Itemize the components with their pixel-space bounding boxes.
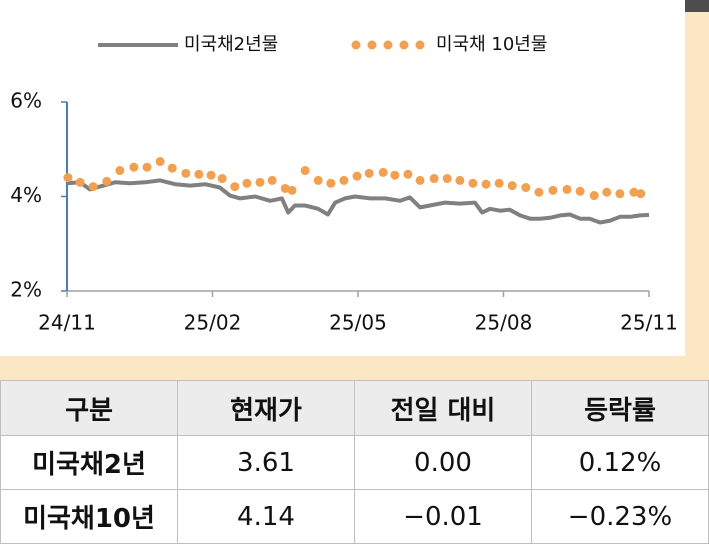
table-row: 미국채2년 3.61 0.00 0.12% (0, 435, 709, 490)
data-point (548, 185, 558, 195)
y-tick-label: 6% (10, 89, 42, 113)
data-point (562, 184, 572, 194)
data-point (602, 187, 612, 197)
data-point (129, 162, 139, 172)
data-point (300, 166, 310, 176)
data-point (415, 175, 425, 185)
data-point (313, 175, 323, 185)
data-point (155, 157, 165, 167)
data-point (339, 175, 349, 185)
legend-swatch (367, 40, 377, 50)
header-cell: 등락률 (531, 380, 709, 436)
data-point (455, 175, 465, 185)
table-row: 미국채10년 4.14 −0.01 −0.23% (0, 489, 709, 544)
x-tick-label: 25/08 (475, 311, 533, 335)
row-label: 미국채2년 (0, 435, 178, 490)
data-point (494, 178, 504, 188)
table-cell: 4.14 (177, 489, 355, 544)
data-point (326, 178, 336, 188)
x-tick-label: 25/02 (184, 311, 242, 335)
chart: 2% 4% 6% 24/11 25/02 25/05 25/08 25/11 미국채2년물 미국채… (0, 0, 709, 356)
data-point (534, 187, 544, 197)
data-point (468, 178, 478, 188)
data-point (75, 177, 85, 187)
row-label: 미국채10년 (0, 489, 178, 544)
data-point (206, 170, 216, 180)
series-line (66, 178, 650, 225)
data-point (429, 174, 439, 184)
data-point (589, 191, 599, 201)
data-point (280, 183, 290, 193)
data-point (364, 168, 374, 178)
x-tick-label: 25/11 (620, 311, 678, 335)
data-point (194, 169, 204, 179)
table-cell: 0.00 (354, 435, 532, 490)
data-point (142, 162, 152, 172)
legend-swatch (351, 40, 361, 50)
data-point (181, 168, 191, 178)
data-point (636, 189, 646, 199)
data-point (88, 182, 98, 192)
x-tick-label: 24/11 (38, 311, 96, 335)
table-cell: −0.01 (354, 489, 532, 544)
data-point (217, 174, 227, 184)
data-point (390, 170, 400, 180)
data-point (230, 182, 240, 192)
legend-label: 미국채2년물 (184, 34, 278, 55)
legend-swatch (399, 40, 409, 50)
table-cell: 3.61 (177, 435, 355, 490)
data-point (287, 185, 297, 195)
data-point (575, 186, 585, 196)
data-point (63, 173, 73, 183)
corner-bar (685, 0, 709, 12)
header-cell: 현재가 (177, 380, 355, 436)
data-point (442, 174, 452, 184)
y-tick-label: 2% (10, 278, 42, 302)
legend-label: 미국채 10년물 (436, 34, 547, 55)
data-point (378, 167, 388, 177)
legend-swatch (383, 40, 393, 50)
header-cell: 구분 (0, 380, 178, 436)
data-point (615, 189, 625, 199)
header-cell: 전일 대비 (354, 380, 532, 436)
table: 구분 현재가 전일 대비 등락률 미국채2년 3.61 0.00 0.12% 미국채10년 4.1… (0, 380, 709, 544)
legend-swatch (415, 40, 425, 50)
table-cell: 0.12% (531, 435, 709, 490)
data-point (167, 163, 177, 173)
data-point (267, 175, 277, 185)
data-point (115, 166, 125, 176)
data-point (481, 179, 491, 189)
data-point (352, 171, 362, 181)
data-point (242, 178, 252, 188)
data-point (521, 183, 531, 193)
data-point (102, 176, 112, 186)
data-point (403, 169, 413, 179)
x-tick-label: 25/05 (329, 311, 387, 335)
data-point (629, 187, 639, 197)
header-row: 구분 현재가 전일 대비 등락률 (0, 380, 709, 436)
table-cell: −0.23% (531, 489, 709, 544)
data-point (507, 181, 517, 191)
data-point (255, 177, 265, 187)
y-tick-label: 4% (10, 183, 42, 207)
